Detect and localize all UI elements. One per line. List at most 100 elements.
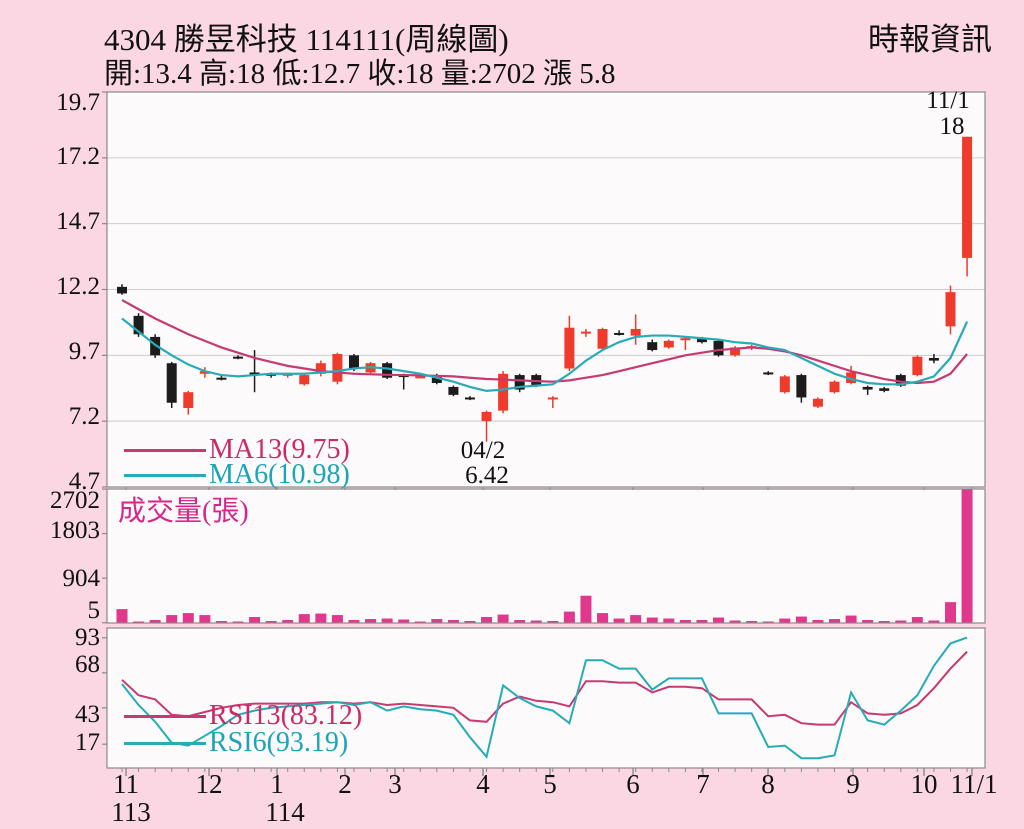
price-axis-label: 14.7 [56, 208, 100, 235]
volume-bar [945, 602, 956, 623]
ma13-legend: MA13(9.75) [124, 436, 350, 464]
month-label: 3 [388, 769, 402, 799]
candle-up [912, 356, 923, 376]
volume-bar [746, 621, 758, 623]
volume-axis-label: 904 [62, 565, 101, 592]
volume-bar [215, 621, 227, 623]
candle-up [597, 329, 608, 349]
volume-bar [365, 619, 377, 623]
month-label: 1 [270, 769, 284, 799]
rsi6-legend-label: RSI6(93.19) [209, 727, 349, 758]
pane-border [106, 627, 986, 769]
candle-up [829, 381, 840, 393]
volume-bar [298, 614, 310, 623]
volume-bar [762, 621, 774, 623]
volume-bar [630, 615, 642, 623]
volume-bar [116, 609, 128, 623]
candle-up [415, 376, 426, 379]
volume-bar [911, 617, 923, 623]
candle-up [315, 363, 326, 374]
month-label: 10 [910, 769, 938, 799]
volume-bar [928, 620, 940, 623]
volume-bar [679, 620, 691, 623]
candle-down [763, 372, 774, 375]
candle-down [928, 357, 939, 361]
volume-bar [497, 614, 509, 623]
annotation-low-price: 6.42 [465, 462, 509, 489]
month-label: 6 [626, 769, 640, 799]
volume-bar [481, 617, 493, 623]
candle-up [199, 371, 210, 374]
volume-bar [878, 621, 890, 623]
annotation-high-date: 11/1 [926, 87, 970, 114]
ma6-line-swatch [124, 473, 206, 477]
candle-up [663, 340, 674, 348]
volume-bar [713, 617, 725, 623]
ma13-line-swatch [124, 448, 206, 452]
volume-bar [547, 621, 559, 623]
candle-up [481, 411, 492, 422]
candle-up [580, 331, 591, 334]
price-axis-label: 9.7 [68, 338, 100, 365]
candle-up [945, 292, 956, 327]
candle-down [216, 377, 227, 380]
candle-up [498, 373, 509, 411]
month-label: 11 [113, 769, 139, 799]
candle-down [895, 375, 906, 386]
news-source-label: 時報資訊 [868, 22, 992, 57]
volume-bar [646, 617, 658, 623]
volume-bar [199, 615, 211, 623]
rsi-axis-label: 68 [75, 651, 100, 678]
candle-down [150, 336, 161, 356]
candle-down [448, 386, 459, 395]
candle-up [564, 327, 575, 369]
annotation-low-date: 04/2 [460, 437, 506, 464]
volume-bar [729, 620, 741, 623]
candle-down [879, 388, 890, 391]
volume-bar [812, 620, 824, 623]
month-label: 5 [543, 769, 557, 799]
volume-bar [398, 619, 410, 623]
volume-bar [331, 615, 343, 623]
volume-bar [249, 617, 261, 623]
volume-bar [563, 611, 575, 623]
volume-bar [514, 620, 526, 623]
volume-bar [829, 619, 841, 623]
volume-bar [895, 620, 907, 623]
volume-bar [696, 620, 708, 623]
rsi13-legend: RSI13(83.12) [124, 702, 362, 730]
candle-up [630, 329, 641, 336]
volume-bar [530, 620, 542, 623]
month-label: 7 [696, 769, 710, 799]
candle-down [796, 375, 807, 398]
price-axis-label: 7.2 [68, 403, 100, 430]
price-axis-label: 4.7 [68, 468, 100, 495]
rsi-axis-label: 17 [75, 729, 100, 756]
candle-down [647, 342, 658, 351]
candle-down [431, 375, 442, 383]
month-label: 12 [195, 769, 223, 799]
year-label: 113 [111, 797, 151, 827]
candle-up [812, 398, 823, 407]
volume-bar [663, 618, 675, 623]
volume-bar [580, 595, 592, 623]
month-label: 11/1 [950, 769, 998, 799]
rsi-axis-label: 93 [75, 624, 100, 651]
candle-up [299, 375, 310, 385]
month-label: 9 [846, 769, 860, 799]
pane-bg [107, 628, 985, 768]
volume-axis-label: 2702 [50, 487, 100, 514]
price-axis-label: 12.2 [56, 273, 100, 300]
volume-bar [845, 615, 857, 623]
candle-down [166, 363, 177, 403]
candle-up [846, 372, 857, 383]
candle-down [382, 363, 393, 378]
candle-down [696, 338, 707, 343]
stock-title: 4304 勝昱科技 114111(周線圖) [104, 22, 509, 57]
candle-down [713, 340, 724, 356]
volume-bar [464, 621, 476, 623]
ma13-legend-label: MA13(9.75) [209, 434, 350, 465]
candle-up [730, 347, 741, 356]
volume-bar [149, 620, 161, 623]
